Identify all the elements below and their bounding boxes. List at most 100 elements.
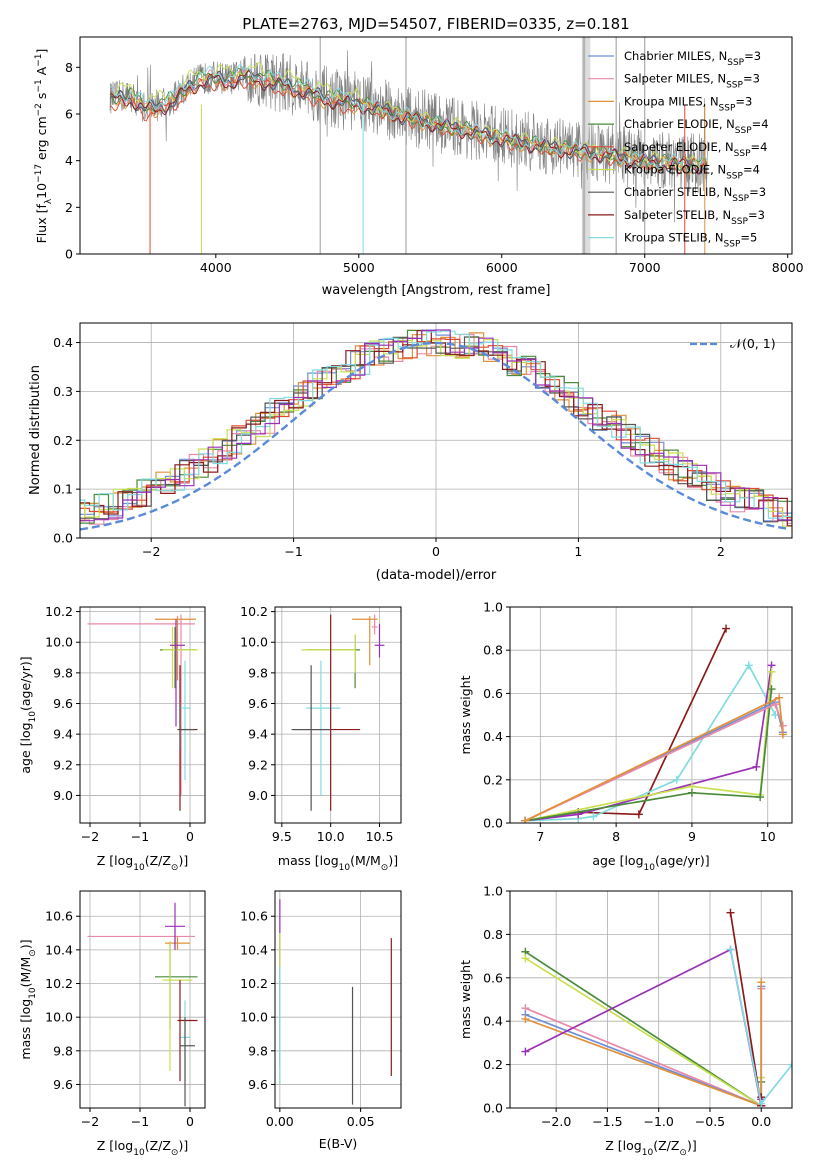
weight-series xyxy=(525,689,773,822)
x-tick-label: 9.5 xyxy=(272,829,292,844)
legend-label-part: Salpeter MILES, N xyxy=(624,72,726,86)
legend-label-part: =4 xyxy=(751,140,768,154)
weight-series-marker xyxy=(767,685,776,694)
legend-label-part: SSP xyxy=(734,149,751,159)
legend-label-part: Chabrier MILES, N xyxy=(624,49,727,63)
legend-label: 𝒩(0, 1) xyxy=(730,336,776,351)
legend-label-part: Kroupa MILES, N xyxy=(624,94,719,108)
y-tick-label: 0.2 xyxy=(53,433,73,448)
legend-label: Salpeter STELIB, NSSP=3 xyxy=(624,208,765,227)
legend-label-part: =3 xyxy=(749,185,766,199)
y-axis-label: age [log10(age/yr)] xyxy=(18,656,38,773)
x-tick-label: 0 xyxy=(186,829,194,844)
weight-series-marker xyxy=(752,762,761,771)
x-axis-label: Z [log10(Z/Z⊙)] xyxy=(97,1138,188,1158)
axes-frame xyxy=(509,890,793,1109)
plot-area xyxy=(275,607,401,823)
residual-histogram xyxy=(80,330,792,519)
y-axis-label-part: −17 xyxy=(34,164,44,183)
panel-age-vs-Z: −2 −1 09.09.29.49.69.810.010.2Z [log10(Z/Z… xyxy=(18,604,206,873)
y-tick-label: 10.0 xyxy=(240,635,268,650)
y-axis-label-part: Flux [f xyxy=(34,204,49,244)
y-axis-label: mass [log10(M/M⊙)] xyxy=(18,939,38,1059)
x-axis-label-part: 10 xyxy=(644,863,656,873)
y-axis-label-part: )] xyxy=(18,939,33,949)
x-axis-label-part: (Z/Z xyxy=(653,1138,679,1153)
legend-label-part: SSP xyxy=(726,81,743,91)
y-tick-label: 0.2 xyxy=(483,1057,503,1072)
x-axis-label-part: age [log xyxy=(592,853,643,868)
y-axis-label-part: −2 xyxy=(34,103,44,116)
weight-series-marker xyxy=(771,700,780,709)
y-tick-label: 10.0 xyxy=(240,1010,268,1025)
legend-label: Kroupa MILES, NSSP=3 xyxy=(624,94,752,113)
y-tick-label: 9.8 xyxy=(248,665,268,680)
x-tick-label: −2 xyxy=(81,1114,99,1129)
y-tick-label: 0.6 xyxy=(483,970,503,985)
x-tick-label: 2 xyxy=(717,544,725,559)
legend-label-part: SSP xyxy=(726,172,743,182)
y-axis-label-part: ] xyxy=(34,49,49,54)
x-tick-label: −1 xyxy=(284,544,302,559)
weight-series-marker xyxy=(521,816,530,823)
weight-series-marker xyxy=(756,793,765,802)
weight-series-marker xyxy=(634,810,643,819)
legend-label-part: Chabrier STELIB, N xyxy=(624,185,732,199)
y-tick-label: 9.2 xyxy=(248,757,268,772)
y-tick-label: 10.2 xyxy=(240,604,268,619)
y-tick-label: 0.4 xyxy=(483,1014,503,1029)
y-tick-label: 0.0 xyxy=(483,816,503,831)
y-axis-label-part: (age/yr)] xyxy=(18,656,33,711)
model-spectrum xyxy=(109,67,708,172)
x-axis-label-part: ⊙ xyxy=(171,863,179,873)
y-tick-label: 9.8 xyxy=(53,665,73,680)
plot-area xyxy=(80,607,205,823)
legend-label-part: SSP xyxy=(724,240,741,250)
y-tick-label: 0 xyxy=(65,247,73,262)
weight-series-marker xyxy=(757,1099,766,1108)
model-spectrum xyxy=(109,70,708,175)
weight-series-marker xyxy=(775,693,784,702)
x-tick-label: 0.05 xyxy=(347,1114,375,1129)
y-tick-label: 10.6 xyxy=(45,909,73,924)
x-tick-label: −1 xyxy=(131,1114,149,1129)
x-axis-label: Z [log10(Z/Z⊙)] xyxy=(97,853,188,873)
x-axis-label: (data-model)/error xyxy=(376,568,497,583)
x-tick-label: 7000 xyxy=(629,260,661,275)
legend-label-part: SSP xyxy=(727,58,744,68)
y-axis-label-part: 10 xyxy=(28,987,38,999)
x-tick-label: 0 xyxy=(432,544,440,559)
y-axis-label-part: mass [log xyxy=(18,999,33,1060)
x-axis-label-part: (M/M xyxy=(350,853,381,868)
x-axis-label-part: 10 xyxy=(133,1148,145,1158)
residual-histogram xyxy=(80,336,792,523)
legend-label-part: =4 xyxy=(752,117,769,131)
weight-series-marker xyxy=(521,954,530,963)
weight-series-marker xyxy=(722,624,731,633)
y-tick-label: 10.4 xyxy=(45,942,73,957)
y-tick-label: 10.2 xyxy=(45,604,73,619)
x-axis-label-part: Z [log xyxy=(605,1138,641,1153)
legend-label-part: SSP xyxy=(735,126,752,136)
y-tick-label: 9.0 xyxy=(248,788,268,803)
y-tick-label: 9.6 xyxy=(53,696,73,711)
y-axis-label-part: λ xyxy=(44,198,54,204)
axes-frame xyxy=(274,890,402,1109)
x-tick-label: 10 xyxy=(760,829,776,844)
legend-label-part: Chabrier ELODIE, N xyxy=(624,117,735,131)
legend-label: Kroupa ELODIE, NSSP=4 xyxy=(624,163,760,182)
weight-series-marker xyxy=(778,730,787,739)
x-tick-label: 10.0 xyxy=(317,829,345,844)
y-tick-label: 10.4 xyxy=(240,942,268,957)
panel-mass-vs-ebv: 0.00 0.05 9.6 9.8 10.0 10.2 10.4 10.6 E(B-V) xyxy=(240,890,402,1151)
y-tick-label: 2 xyxy=(65,200,73,215)
axes-frame xyxy=(79,890,206,1109)
legend-label-part: Kroupa STELIB, N xyxy=(624,231,724,245)
x-tick-label: 10.5 xyxy=(366,829,394,844)
x-tick-label: −1.0 xyxy=(644,1114,674,1129)
axes-frame xyxy=(79,36,793,255)
legend-label-part: SSP xyxy=(719,103,736,113)
x-tick-label: 6000 xyxy=(486,260,518,275)
plot-clip-group xyxy=(80,329,792,531)
